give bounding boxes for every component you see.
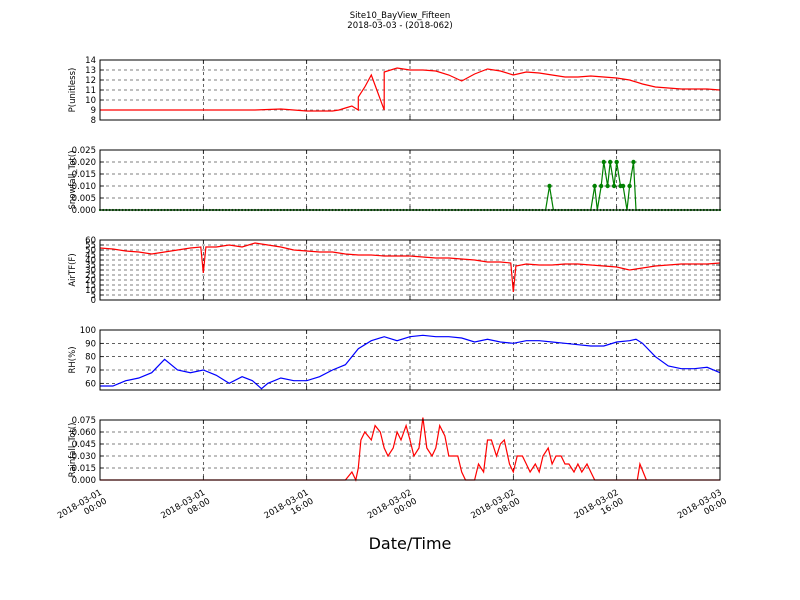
panel-3-ytick-label: 55	[85, 241, 96, 251]
chart-title: Site10_BayView_Fifteen	[349, 11, 451, 21]
panel-3-ytick-label: 20	[85, 276, 96, 286]
panel-5-ytick-label: 0.015	[72, 464, 96, 474]
panel-1-frame	[99, 59, 721, 121]
panel-2-series-point	[631, 159, 636, 165]
panel-2-series-point	[608, 159, 613, 165]
panel-3-frame	[99, 239, 721, 301]
panel-2-series-point	[627, 183, 632, 189]
panel-3-ytick-label: 10	[85, 286, 96, 296]
chart-subtitle: 2018-03-03 - (2018-062)	[347, 21, 453, 31]
panel-5-ylabel: Rainfall_Tot()	[68, 423, 78, 478]
panel-4-ytick-label: 80	[85, 353, 96, 363]
panel-2-ylabel: Snowfall_Tot()	[68, 150, 78, 209]
panel-3-series-line	[99, 242, 721, 293]
panel-1-ytick-label: 9	[91, 106, 96, 116]
panel-3-ytick-label: 5	[91, 291, 96, 301]
panel-4-ylabel: RH(%)	[68, 346, 78, 373]
panel-2-series-point	[611, 183, 617, 189]
panel-2-series-point	[605, 183, 610, 189]
panel-3-ytick-label: 40	[85, 256, 96, 266]
panel-2-series-point	[547, 183, 552, 189]
panel-3-ylabel: AirTF(F)	[68, 253, 78, 286]
panel-2-ytick-label: 0.010	[72, 182, 96, 192]
panel-3-ytick-label: 0	[91, 296, 96, 306]
panel-4-ytick-label: 90	[85, 339, 96, 349]
panel-1-ytick-label: 8	[91, 116, 96, 126]
panel-5-ytick-label: 0.060	[72, 428, 96, 438]
panel-5-ytick-label: 0.075	[72, 416, 96, 426]
panel-1-ytick-label: 11	[85, 86, 96, 96]
panel-5-series-line	[636, 461, 647, 481]
panel-3-ytick-label: 50	[85, 246, 96, 256]
panel-2-ytick-label: 0.000	[72, 206, 96, 216]
panel-5-ytick-label: 0.045	[72, 440, 96, 450]
panel-5-frame	[99, 419, 721, 481]
panel-1-series-line	[100, 67, 721, 112]
panel-3-ytick-label: 35	[85, 261, 96, 271]
panel-2-series-point	[598, 183, 604, 189]
panel-4-frame	[99, 329, 721, 391]
panel-3-ytick-label: 15	[85, 281, 96, 291]
panel-3-ytick-label: 25	[85, 271, 96, 281]
panel-2-ytick-label: 0.015	[72, 170, 96, 180]
panel-4-series-line	[100, 334, 721, 390]
panel-5-series-line	[100, 417, 720, 482]
panel-4-ytick-label: 60	[85, 379, 96, 389]
panel-2-series-point	[592, 183, 597, 189]
panel-2-series-point	[614, 159, 619, 165]
panel-2-ytick-label: 0.025	[72, 146, 96, 156]
panel-1-ytick-label: 10	[85, 96, 96, 106]
panel-1-ylabel: P(unitless)	[68, 68, 78, 113]
panel-1-ytick-label: 14	[85, 56, 96, 66]
panel-2-series-point	[601, 159, 606, 165]
panel-2-ytick-label: 0.005	[72, 194, 96, 204]
panel-3-ytick-label: 60	[85, 236, 96, 246]
panel-1-ytick-label: 12	[85, 76, 96, 86]
panel-3-ytick-label: 45	[85, 251, 96, 261]
panel-2-series-point	[620, 183, 626, 189]
panel-5-ytick-label: 0.030	[72, 452, 96, 462]
panel-2-ytick-label: 0.020	[72, 158, 96, 168]
x-axis-label: Date/Time	[368, 534, 452, 553]
panel-4-ytick-label: 100	[80, 326, 96, 336]
panel-2-frame	[99, 149, 721, 211]
panel-3-ytick-label: 30	[85, 266, 96, 276]
panel-1-ytick-label: 13	[85, 66, 96, 76]
panel-5-ytick-label: 0.000	[72, 476, 96, 486]
panel-4-ytick-label: 70	[85, 366, 96, 376]
